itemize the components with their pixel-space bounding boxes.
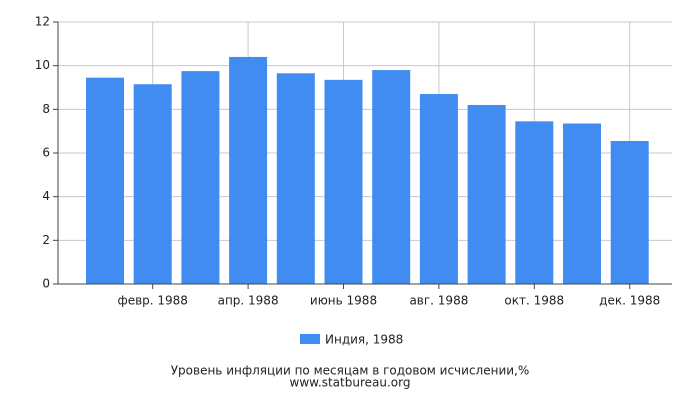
legend-swatch — [300, 334, 320, 344]
y-tick-label: 0 — [42, 277, 50, 291]
bar — [419, 94, 458, 284]
legend-label: Индия, 1988 — [325, 333, 403, 347]
bar — [563, 123, 601, 285]
y-tick-label: 8 — [42, 102, 50, 116]
bar — [133, 84, 172, 284]
bar — [467, 104, 506, 284]
bar — [229, 56, 268, 284]
bar — [515, 121, 554, 284]
x-tick-label: окт. 1988 — [504, 294, 564, 308]
bar — [324, 79, 363, 284]
source: www.statbureau.org — [290, 376, 411, 390]
y-tick-label: 4 — [42, 189, 50, 203]
x-tick-label: февр. 1988 — [117, 294, 188, 308]
y-tick-label: 6 — [42, 146, 50, 160]
bar — [276, 73, 315, 284]
bar — [610, 140, 649, 284]
y-tick-label: 10 — [35, 58, 50, 72]
x-tick-label: июнь 1988 — [310, 294, 377, 308]
x-tick-label: апр. 1988 — [218, 294, 279, 308]
x-tick-label: дек. 1988 — [599, 294, 660, 308]
bar — [86, 77, 124, 284]
y-tick-label: 12 — [35, 15, 50, 29]
y-tick-label: 2 — [42, 233, 50, 247]
chart-title: Уровень инфляции по месяцам в годовом ис… — [171, 364, 530, 378]
bar — [181, 71, 220, 284]
x-tick-label: авг. 1988 — [409, 294, 468, 308]
bar — [372, 70, 411, 285]
